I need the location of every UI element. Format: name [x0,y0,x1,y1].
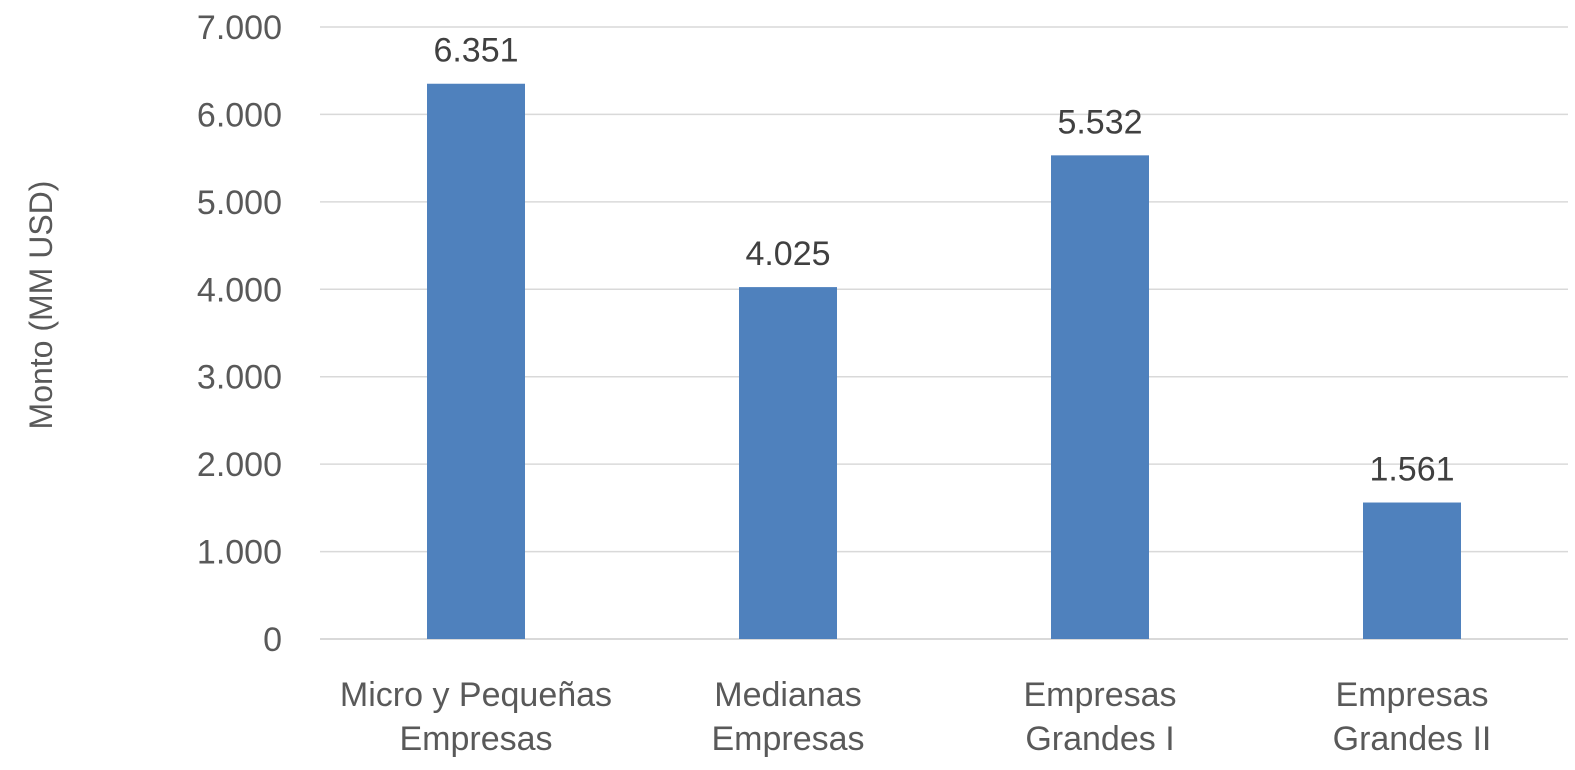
bar [1363,502,1461,639]
bar [427,83,525,639]
y-tick-label: 1.000 [197,534,282,572]
bar [739,287,837,639]
category-label-line: Empresas [1023,676,1176,714]
y-tick-label: 4.000 [197,271,282,309]
data-label: 6.351 [433,32,518,70]
category-label: Micro y Pequeñas Empresas [340,676,612,758]
y-axis-ticks: 0 1.000 2.000 3.000 4.000 5.000 6.000 7.000 [197,9,282,659]
category-label-line: Empresas [399,720,552,758]
category-label-line: Medianas [714,676,861,714]
data-label: 1.561 [1369,451,1454,489]
category-label: Medianas Empresas [711,676,864,758]
x-axis-categories: Micro y Pequeñas Empresas Medianas Empresas… [340,676,1491,758]
y-tick-label: 5.000 [197,184,282,222]
bars [427,83,1461,639]
category-label-line: Micro y Pequeñas [340,676,612,714]
y-axis-title: Monto (MM USD) [23,181,59,430]
data-labels: 6.351 4.025 5.532 1.561 [433,32,1454,489]
category-label-line: Empresas [1335,676,1488,714]
data-label: 4.025 [745,235,830,273]
category-label-line: Grandes I [1025,720,1174,758]
data-label: 5.532 [1057,103,1142,141]
y-tick-label: 0 [263,621,282,659]
category-label-line: Empresas [711,720,864,758]
y-tick-label: 2.000 [197,446,282,484]
category-label: Empresas Grandes II [1333,676,1492,758]
gridlines [320,26,1568,640]
y-tick-label: 3.000 [197,359,282,397]
category-label: Empresas Grandes I [1023,676,1176,758]
y-tick-label: 6.000 [197,96,282,134]
bar [1051,155,1149,639]
category-label-line: Grandes II [1333,720,1492,758]
y-tick-label: 7.000 [197,9,282,47]
